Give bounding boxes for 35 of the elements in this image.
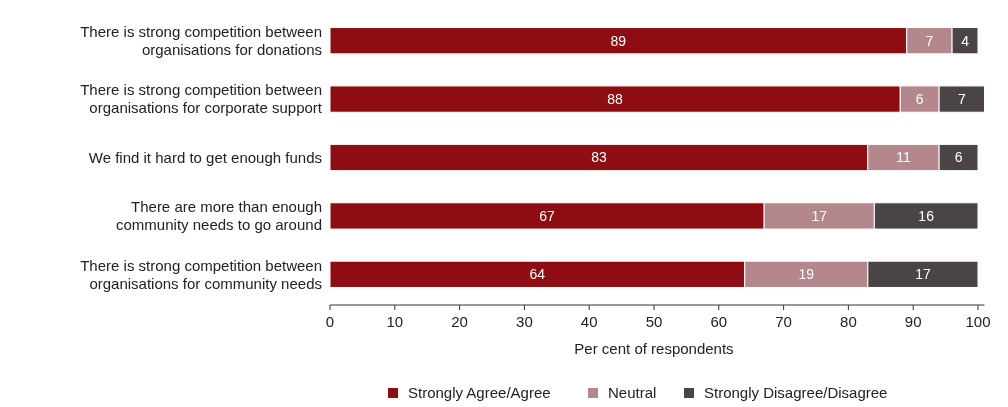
data-label: 4 (961, 32, 970, 49)
y-tick-label: There is strong competition between organisations for corporate support (80, 81, 323, 117)
data-label: 64 (529, 266, 546, 283)
data-label: 17 (915, 266, 931, 283)
data-label: 6 (954, 149, 963, 166)
x-tick-label: 50 (645, 313, 663, 330)
data-label: 89 (610, 32, 627, 49)
data-label: 67 (539, 207, 556, 224)
data-label: 7 (957, 90, 966, 107)
data-label: 16 (918, 207, 935, 224)
x-tick-label: 40 (580, 313, 598, 330)
y-tick-label: We find it hard to get enough funds (88, 148, 322, 166)
y-tick-label: There is strong competition between organisations for donations (80, 22, 322, 58)
data-label: 7 (925, 32, 934, 49)
x-tick-label: 30 (516, 313, 533, 330)
legend-label: Neutral (608, 384, 657, 402)
x-tick-label: 100 (965, 313, 991, 330)
x-tick-label: 20 (451, 313, 468, 330)
x-tick-label: 80 (840, 313, 857, 330)
y-tick-label: There is strong competition between organisations for community needs (80, 256, 322, 292)
legend-label: Strongly Disagree/Disagree (704, 384, 888, 402)
x-tick-label: 60 (710, 313, 728, 330)
x-axis-title: Per cent of respondents (574, 340, 734, 357)
data-label: 19 (798, 266, 815, 283)
x-tick-label: 10 (386, 313, 404, 330)
data-label: 88 (607, 90, 624, 107)
data-label: 17 (811, 207, 828, 224)
data-label: 83 (591, 149, 607, 166)
legend-label: Strongly Agree/Agree (408, 384, 551, 402)
data-label: 6 (915, 90, 924, 107)
x-tick-label: 70 (775, 313, 792, 330)
x-tick-label: 0 (325, 313, 335, 330)
x-tick-label: 90 (904, 313, 922, 330)
y-tick-label: There are more than enough community needs to go around (116, 198, 322, 234)
data-label: 11 (896, 149, 911, 166)
